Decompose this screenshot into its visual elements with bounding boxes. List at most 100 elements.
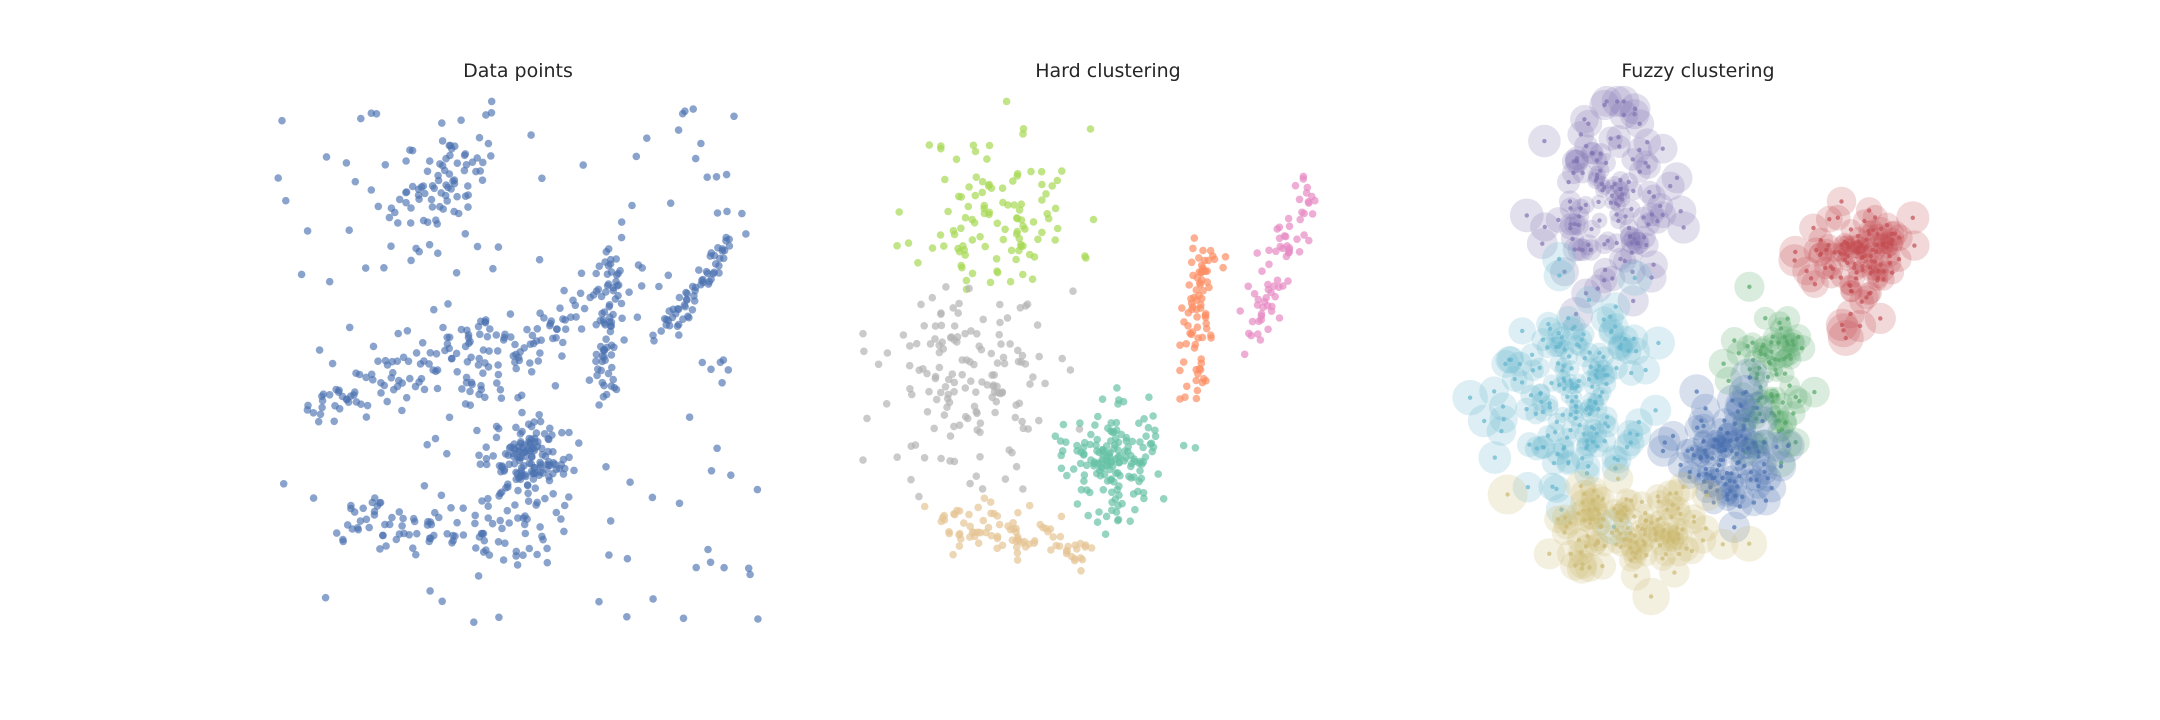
data-point — [457, 116, 465, 124]
data-point — [1597, 363, 1602, 369]
data-point — [1791, 411, 1796, 416]
data-point — [1014, 536, 1023, 545]
data-point — [1634, 551, 1639, 556]
data-point — [705, 277, 714, 286]
data-point — [528, 453, 536, 461]
data-point — [1597, 394, 1603, 399]
data-point — [1756, 454, 1761, 459]
data-point — [1114, 516, 1122, 525]
data-point — [592, 287, 601, 295]
data-point — [980, 201, 989, 210]
data-point — [668, 313, 677, 322]
data-point — [1698, 454, 1703, 460]
data-point — [988, 371, 996, 379]
data-point — [367, 109, 376, 117]
data-point — [379, 531, 387, 540]
data-point — [374, 357, 382, 366]
data-point — [494, 361, 502, 369]
data-point — [1580, 247, 1585, 253]
data-point — [1750, 440, 1756, 445]
data-point — [461, 342, 470, 351]
data-point — [1665, 539, 1670, 544]
data-point — [592, 269, 600, 278]
data-point — [1265, 246, 1273, 255]
data-point — [1593, 178, 1598, 183]
data-point — [475, 133, 484, 142]
data-point — [363, 401, 372, 410]
data-point — [713, 209, 722, 217]
data-point — [448, 354, 456, 363]
data-point — [1600, 496, 1605, 502]
data-point — [1621, 537, 1627, 542]
data-point — [565, 428, 573, 437]
data-point — [1010, 201, 1018, 209]
data-point — [937, 321, 946, 330]
data-point — [1615, 476, 1621, 481]
data-point — [1632, 236, 1637, 242]
data-point — [1754, 375, 1759, 381]
data-point — [1852, 261, 1857, 267]
data-point — [496, 385, 505, 394]
data-point — [908, 390, 916, 399]
data-point — [1760, 418, 1765, 424]
data-point — [958, 356, 966, 364]
data-point — [1823, 265, 1828, 270]
data-point — [1603, 160, 1609, 166]
data-point — [682, 295, 691, 304]
data-point — [476, 330, 484, 339]
data-point — [1179, 358, 1188, 366]
data-point — [592, 350, 601, 359]
data-point — [482, 460, 491, 469]
data-point — [742, 230, 750, 238]
data-point — [1574, 156, 1580, 161]
data-point — [1202, 324, 1211, 333]
data-point — [536, 349, 544, 357]
data-point — [691, 154, 700, 163]
data-point — [1557, 273, 1562, 278]
data-point — [1657, 543, 1663, 548]
data-point — [560, 286, 568, 295]
data-point — [1832, 250, 1837, 255]
data-point — [476, 460, 485, 469]
data-point — [593, 371, 601, 380]
data-point — [1799, 346, 1805, 351]
data-point — [1079, 443, 1088, 452]
data-point — [1703, 466, 1709, 472]
data-point — [1622, 512, 1627, 517]
data-point — [492, 433, 501, 442]
data-point — [1566, 354, 1572, 359]
data-point — [453, 159, 462, 167]
data-point — [1757, 365, 1762, 371]
data-point — [1555, 517, 1560, 522]
data-point — [1618, 544, 1623, 550]
data-point — [552, 508, 561, 517]
data-point — [514, 486, 522, 495]
data-point — [479, 369, 487, 378]
data-point — [1089, 215, 1098, 224]
data-point — [475, 451, 483, 460]
data-point — [976, 232, 984, 241]
data-point — [1073, 545, 1081, 553]
data-point — [632, 152, 641, 161]
data-point — [952, 155, 961, 164]
data-point — [1127, 451, 1135, 460]
data-point — [528, 331, 537, 340]
data-point — [1199, 286, 1207, 295]
data-point — [480, 536, 489, 545]
data-point — [463, 358, 472, 366]
data-point — [314, 417, 323, 426]
data-point — [538, 174, 546, 183]
data-point — [436, 160, 444, 168]
data-point — [459, 504, 467, 512]
data-point — [516, 430, 525, 438]
data-point — [1087, 544, 1096, 552]
data-point — [1856, 245, 1861, 250]
data-point — [1564, 524, 1569, 529]
data-point — [1782, 334, 1787, 340]
data-point — [476, 167, 485, 175]
data-point — [950, 388, 958, 396]
data-point — [1699, 418, 1704, 423]
data-point — [402, 393, 411, 402]
data-point — [512, 350, 520, 359]
data-point — [1896, 257, 1902, 262]
